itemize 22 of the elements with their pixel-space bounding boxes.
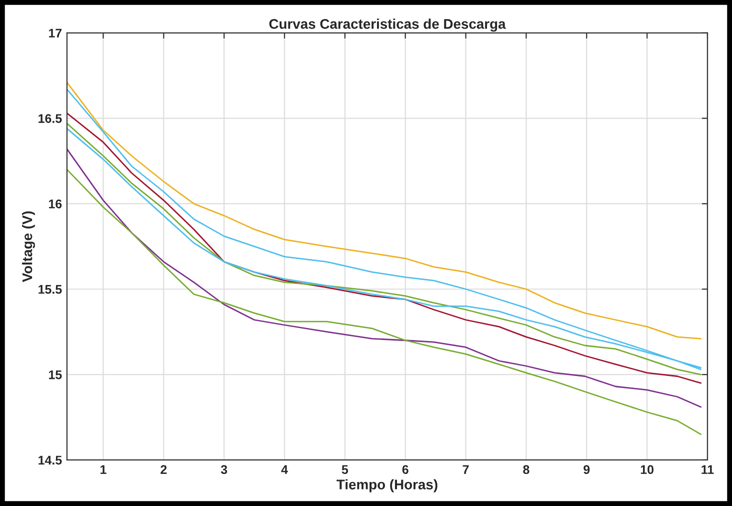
x-tick-label: 3 xyxy=(220,465,228,474)
x-tick-label: 8 xyxy=(523,465,530,474)
y-tick-label: 16 xyxy=(49,200,62,208)
line-series xyxy=(66,148,702,408)
y-axis-title: Voltage (V) xyxy=(22,211,36,282)
x-tick-label: 5 xyxy=(342,465,348,474)
x-tick-label: 11 xyxy=(702,465,714,474)
x-tick-label: 4 xyxy=(281,465,288,474)
x-tick-label: 6 xyxy=(402,465,408,474)
x-tick-label: 9 xyxy=(584,465,590,474)
y-tick-label: 16.5 xyxy=(38,114,62,123)
x-tick-label: 10 xyxy=(640,465,654,474)
chart-title: Curvas Caracteristicas de Descarga xyxy=(269,18,506,32)
y-tick-label: 15.5 xyxy=(38,285,62,294)
x-tick-label: 7 xyxy=(462,465,469,474)
y-tick-label: 17 xyxy=(49,28,62,38)
y-tick-label: 15 xyxy=(49,370,62,380)
x-axis-title: Tiempo (Horas) xyxy=(336,479,438,492)
x-tick-label: 1 xyxy=(100,465,106,474)
y-tick-label: 14.5 xyxy=(38,456,62,465)
line-series xyxy=(66,168,702,436)
x-tick-label: 2 xyxy=(160,465,167,474)
